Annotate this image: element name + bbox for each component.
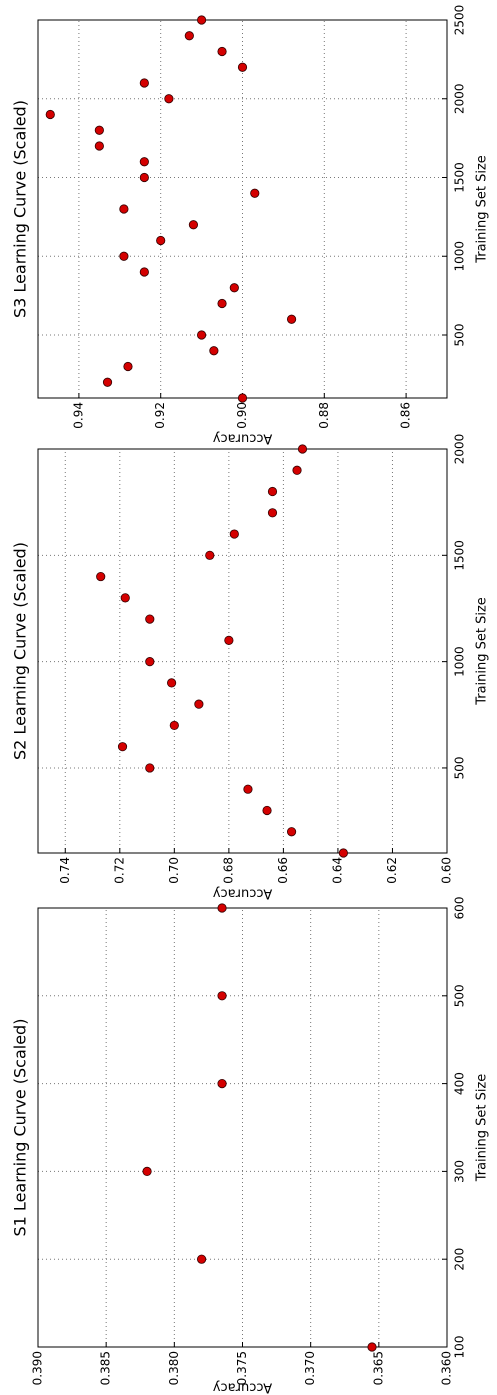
point xyxy=(102,377,113,387)
point xyxy=(184,31,194,41)
point xyxy=(139,157,149,167)
x-tick-label: 500 xyxy=(453,984,467,1007)
y-axis-label: Accuracy xyxy=(213,886,273,901)
y-tick-label: 0.74 xyxy=(58,857,72,884)
point xyxy=(286,827,297,837)
point xyxy=(367,1342,377,1352)
x-tick-label: 1500 xyxy=(453,162,467,193)
point xyxy=(217,991,227,1001)
y-tick-label: 0.62 xyxy=(385,857,399,884)
point xyxy=(139,78,149,88)
y-axis-label: Accuracy xyxy=(213,431,273,446)
point xyxy=(292,465,302,475)
x-tick-label: 1500 xyxy=(453,540,467,571)
y-axis-label: Accuracy xyxy=(213,1380,273,1395)
y-tick-label: 0.390 xyxy=(31,1351,45,1385)
point xyxy=(243,784,253,794)
point xyxy=(96,571,106,582)
x-tick-label: 600 xyxy=(453,897,467,920)
y-tick-label: 0.360 xyxy=(440,1351,454,1385)
point xyxy=(237,62,248,72)
chart-title: S3 Learning Curve (Scaled) xyxy=(11,100,30,318)
point xyxy=(167,678,177,688)
y-tick-label: 0.68 xyxy=(221,857,235,884)
point xyxy=(123,361,133,372)
point xyxy=(217,298,227,309)
y-tick-label: 0.88 xyxy=(317,402,331,429)
point xyxy=(119,251,129,261)
point xyxy=(142,1166,152,1176)
y-tick-label: 0.66 xyxy=(276,857,290,884)
point xyxy=(217,46,227,57)
point xyxy=(94,141,104,151)
point xyxy=(169,720,179,731)
point xyxy=(119,204,129,214)
point xyxy=(120,593,130,603)
x-tick-label: 300 xyxy=(453,1160,467,1183)
point xyxy=(237,393,248,403)
point xyxy=(217,903,227,913)
chart-title: S1 Learning Curve (Scaled) xyxy=(11,1019,30,1237)
point xyxy=(45,109,55,120)
x-tick-label: 500 xyxy=(453,756,467,779)
y-tick-label: 0.385 xyxy=(99,1351,113,1385)
chart-title: S2 Learning Curve (Scaled) xyxy=(11,542,30,760)
point xyxy=(145,763,155,773)
point xyxy=(188,220,199,230)
plot-frame xyxy=(37,907,448,1348)
y-tick-label: 0.370 xyxy=(303,1351,317,1385)
point xyxy=(217,1079,227,1089)
x-axis-label: Training Set Size xyxy=(475,1074,490,1183)
point xyxy=(224,635,234,645)
y-tick-label: 0.375 xyxy=(235,1351,249,1385)
x-tick-label: 1000 xyxy=(453,646,467,677)
x-tick-label: 2000 xyxy=(453,83,467,114)
point xyxy=(267,508,278,518)
x-tick-label: 400 xyxy=(453,1072,467,1095)
point xyxy=(197,1254,207,1264)
y-tick-label: 0.86 xyxy=(399,402,413,429)
rotated-figure: 0.360 0.365 0.370 0.375 0.380 0.385 0.390 100 20… xyxy=(11,5,490,1395)
point xyxy=(197,330,207,340)
point xyxy=(267,486,278,497)
y-tick-label: 0.64 xyxy=(330,857,344,884)
point xyxy=(205,550,215,560)
point xyxy=(156,235,166,246)
x-tick-label: 100 xyxy=(453,1336,467,1359)
y-tick-label: 0.90 xyxy=(235,402,249,429)
point xyxy=(145,657,155,667)
x-axis-label: Training Set Size xyxy=(475,597,490,706)
point xyxy=(229,529,239,539)
point xyxy=(286,314,297,324)
point xyxy=(139,172,149,183)
point xyxy=(250,188,260,198)
plot-frame xyxy=(37,448,448,854)
y-tick-label: 0.60 xyxy=(440,857,454,884)
x-tick-label: 2500 xyxy=(453,5,467,36)
x-tick-label: 200 xyxy=(453,1248,467,1271)
point xyxy=(139,267,149,277)
y-tick-label: 0.380 xyxy=(167,1351,181,1385)
point xyxy=(209,346,219,356)
point xyxy=(117,742,128,752)
point xyxy=(297,444,308,454)
point xyxy=(145,614,155,624)
x-axis-label: Training Set Size xyxy=(475,155,490,264)
x-tick-label: 500 xyxy=(453,324,467,347)
x-tick-label: 1000 xyxy=(453,241,467,272)
point xyxy=(194,699,204,709)
x-tick-label: 2000 xyxy=(453,434,467,465)
point xyxy=(229,283,239,293)
point xyxy=(94,125,104,135)
y-tick-label: 0.70 xyxy=(167,857,181,884)
point xyxy=(262,805,272,816)
y-tick-label: 0.92 xyxy=(153,402,167,429)
point xyxy=(197,15,207,25)
y-tick-label: 0.72 xyxy=(112,857,126,884)
y-tick-label: 0.94 xyxy=(71,402,85,429)
y-tick-label: 0.365 xyxy=(371,1351,385,1385)
point xyxy=(338,848,348,858)
point xyxy=(164,94,174,104)
